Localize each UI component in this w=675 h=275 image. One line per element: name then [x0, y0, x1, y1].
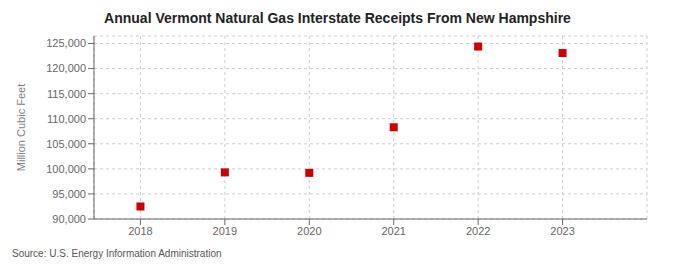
html-text:Annual Vermont Natural Gas Int: Annual Vermont Natural Gas Interstate Re… [104, 10, 571, 26]
svg-text:120,000: 120,000 [46, 62, 86, 74]
svg-text:95,000: 95,000 [52, 188, 86, 200]
svg-text:105,000: 105,000 [46, 138, 86, 150]
svg-text:115,000: 115,000 [47, 88, 86, 100]
html-text:Source: U.S. Energy Informatio: Source: U.S. Energy Information Administ… [12, 248, 222, 259]
svg-text:125,000: 125,000 [46, 37, 86, 49]
svg-text:90,000: 90,000 [52, 213, 86, 225]
svg-text:2020: 2020 [297, 225, 321, 237]
svg-text:100,000: 100,000 [46, 163, 86, 175]
svg-text:2022: 2022 [466, 225, 490, 237]
svg-text:2021: 2021 [381, 225, 405, 237]
svg-text:110,000: 110,000 [47, 113, 86, 125]
svg-text:2019: 2019 [213, 225, 237, 237]
svg-text:2023: 2023 [550, 225, 574, 237]
svg-text:Million Cubic Feet: Million Cubic Feet [15, 84, 27, 171]
svg-text:2018: 2018 [128, 225, 152, 237]
